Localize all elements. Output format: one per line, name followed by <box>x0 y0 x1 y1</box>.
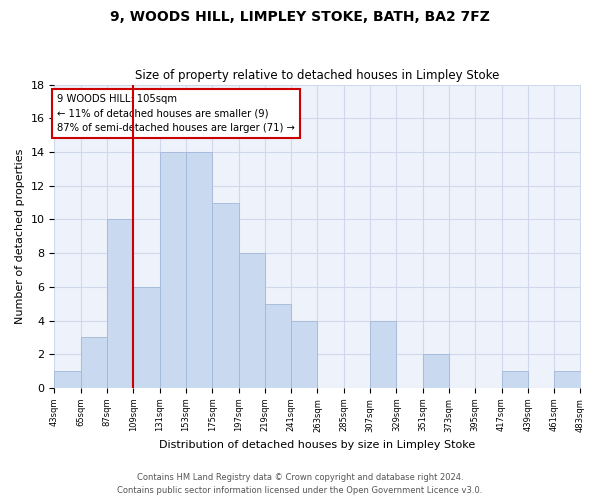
Text: 9, WOODS HILL, LIMPLEY STOKE, BATH, BA2 7FZ: 9, WOODS HILL, LIMPLEY STOKE, BATH, BA2 … <box>110 10 490 24</box>
Bar <box>107 220 133 388</box>
Bar <box>186 152 212 388</box>
Bar <box>502 371 528 388</box>
Bar <box>370 320 397 388</box>
Bar <box>265 304 291 388</box>
Title: Size of property relative to detached houses in Limpley Stoke: Size of property relative to detached ho… <box>135 69 500 82</box>
Y-axis label: Number of detached properties: Number of detached properties <box>15 148 25 324</box>
Bar <box>291 320 317 388</box>
Bar <box>160 152 186 388</box>
Bar <box>554 371 581 388</box>
X-axis label: Distribution of detached houses by size in Limpley Stoke: Distribution of detached houses by size … <box>160 440 476 450</box>
Bar <box>239 253 265 388</box>
Bar <box>422 354 449 388</box>
Bar <box>81 338 107 388</box>
Text: Contains HM Land Registry data © Crown copyright and database right 2024.
Contai: Contains HM Land Registry data © Crown c… <box>118 474 482 495</box>
Text: 9 WOODS HILL: 105sqm
← 11% of detached houses are smaller (9)
87% of semi-detach: 9 WOODS HILL: 105sqm ← 11% of detached h… <box>57 94 295 134</box>
Bar <box>55 371 81 388</box>
Bar <box>212 202 239 388</box>
Bar <box>133 287 160 388</box>
